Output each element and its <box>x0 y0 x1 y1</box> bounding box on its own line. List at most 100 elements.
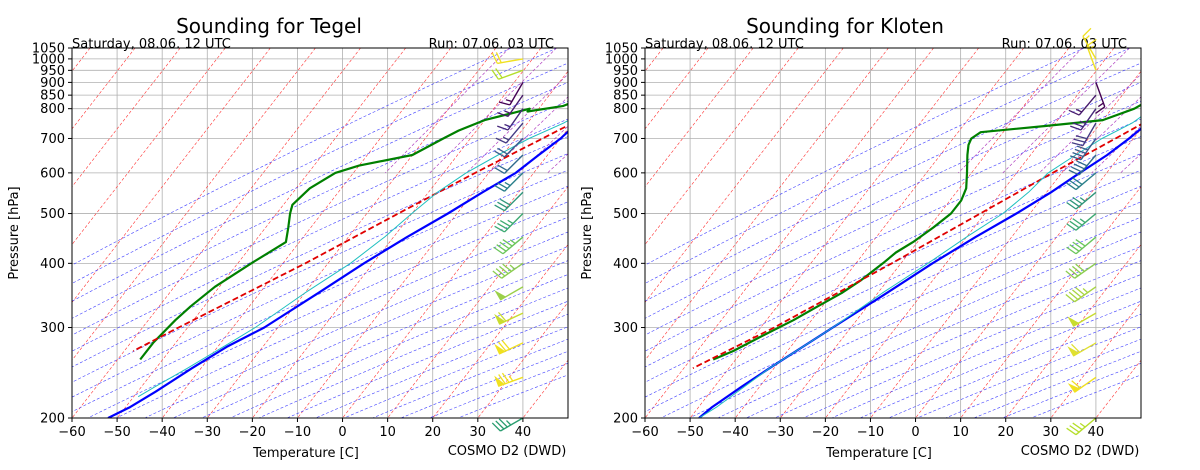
axes-frame <box>71 47 569 419</box>
wind-barb <box>1067 312 1097 327</box>
isotherm-line <box>645 48 754 188</box>
dry-adiabat-line <box>72 136 568 368</box>
wind-barb <box>1068 94 1097 116</box>
wind-barb <box>494 372 524 387</box>
mixing-ratio-line <box>1147 48 1200 173</box>
dry-adiabat-line <box>645 48 1131 284</box>
y-tick-label: 700 <box>40 132 65 147</box>
wind-barb <box>1070 108 1097 131</box>
dry-adiabat-line <box>72 118 568 352</box>
isotherm-line <box>1005 244 1141 418</box>
x-tick-label: 30 <box>1043 425 1060 440</box>
dry-adiabat-line <box>645 100 1141 336</box>
isotherm-line <box>239 48 528 418</box>
mixing-ratio-line <box>631 48 771 173</box>
background-lines <box>72 48 771 418</box>
wind-barb <box>493 236 524 255</box>
isotherm-line <box>342 128 568 418</box>
isotherm-line <box>1186 48 1200 418</box>
dry-adiabat-line <box>645 185 1141 413</box>
wind-barb <box>491 52 524 65</box>
dry-adiabat-line <box>803 274 1141 418</box>
y-tick-label: 500 <box>40 207 65 222</box>
isotherm-line <box>161 48 452 418</box>
wind-barb <box>497 94 524 118</box>
dry-adiabat-line <box>72 81 568 319</box>
x-axis-label: Temperature [C] <box>825 446 932 461</box>
dry-adiabat-line <box>72 185 568 413</box>
dry-adiabat-line <box>717 231 1141 418</box>
y-tick-label: 850 <box>40 89 65 104</box>
isotherm-line <box>645 48 709 130</box>
y-tick-label: 200 <box>613 412 638 427</box>
wet-bulb-profile <box>698 116 1141 418</box>
isotherm-line <box>960 186 1141 418</box>
y-tick-label: 950 <box>613 64 638 79</box>
temperature-profile <box>698 127 1141 418</box>
x-tick-label: 0 <box>338 425 346 440</box>
mixing-ratio-line <box>958 48 1083 174</box>
dry-adiabat-line <box>689 216 1141 418</box>
y-tick-label: 400 <box>40 257 65 272</box>
isotherm-line <box>1050 301 1141 418</box>
y-tick-label: 1050 <box>32 42 65 57</box>
parcel-profile <box>132 124 568 352</box>
mixing-ratio-line <box>1166 48 1200 173</box>
y-tick-label: 800 <box>613 102 638 117</box>
y-tick-label: 300 <box>613 321 638 336</box>
dry-adiabat-line <box>72 100 568 336</box>
wind-barb <box>1066 236 1097 255</box>
x-axis-label: Temperature [C] <box>252 446 359 461</box>
isotherm-line <box>645 48 844 303</box>
wind-barb <box>494 311 524 325</box>
x-tick-label: −50 <box>103 425 130 440</box>
x-tick-label: −40 <box>148 425 175 440</box>
x-tick-label: 20 <box>424 425 441 440</box>
dry-adiabat-line <box>645 169 1141 398</box>
y-tick-label: 300 <box>40 321 65 336</box>
dry-adiabat-line <box>645 81 1141 319</box>
y-tick-label: 600 <box>40 166 65 181</box>
y-tick-label: 900 <box>40 76 65 91</box>
y-tick-label: 900 <box>613 76 638 91</box>
wind-barb <box>1070 138 1097 161</box>
model-credit: COSMO D2 (DWD) <box>1021 444 1140 459</box>
dry-adiabat-line <box>116 216 568 418</box>
wind-barb <box>491 68 524 80</box>
series-group <box>692 103 1141 418</box>
dry-adiabat-line <box>201 260 568 418</box>
dry-adiabat-line <box>72 62 568 302</box>
isotherm-line <box>645 48 934 418</box>
isotherm-line <box>645 48 889 361</box>
y-tick-label: 800 <box>40 102 65 117</box>
isotherm-line <box>329 48 618 418</box>
chart-title: Sounding for Kloten <box>746 14 944 38</box>
dewpoint-profile <box>139 102 568 361</box>
wind-barb <box>1065 286 1097 303</box>
wind-barb <box>494 172 524 192</box>
dry-adiabat-line <box>315 313 568 418</box>
dry-adiabat-line <box>774 260 1141 418</box>
tegel-sounding-panel: Sounding for Tegel Saturday, 08.06. 12 U… <box>7 14 771 461</box>
isotherm-line <box>477 301 568 418</box>
wind-barb <box>495 122 524 144</box>
y-tick-label: 1000 <box>605 52 638 67</box>
mixing-ratio-line <box>1039 73 1141 174</box>
wind-barb <box>491 417 524 432</box>
dry-adiabat-line <box>286 300 568 418</box>
axes-frame <box>644 47 1142 419</box>
isotherm-line <box>1140 417 1141 418</box>
wind-barb <box>498 82 524 106</box>
dry-adiabat-line <box>72 48 512 266</box>
dry-adiabat-line <box>1002 362 1141 418</box>
dry-adiabat-line <box>144 231 568 418</box>
dry-adiabat-line <box>645 118 1141 352</box>
dry-adiabat-line <box>831 287 1141 418</box>
isotherm-line <box>72 48 181 188</box>
y-tick-label: 200 <box>40 412 65 427</box>
x-tick-label: −10 <box>284 425 311 440</box>
isotherm-line <box>72 48 226 246</box>
wind-barb <box>494 191 524 212</box>
x-tick-label: 0 <box>911 425 919 440</box>
y-tick-label: 400 <box>613 257 638 272</box>
